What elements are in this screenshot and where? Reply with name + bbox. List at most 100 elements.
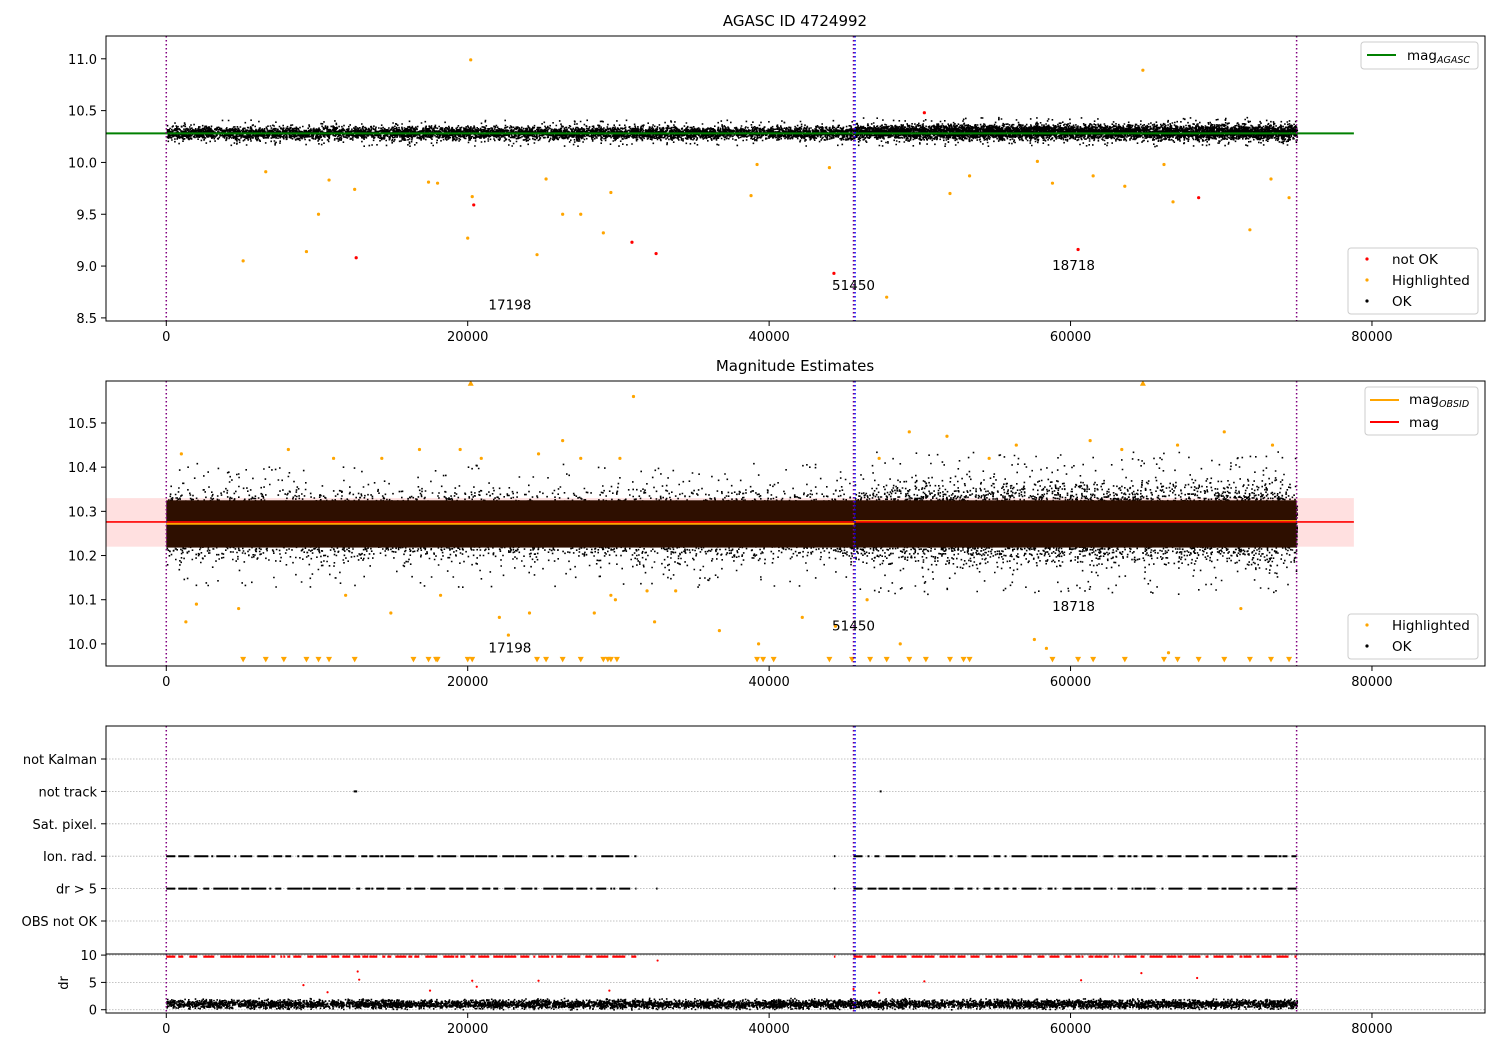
- highlighted-point: [353, 187, 357, 191]
- highlighted-out-of-range-marker: [613, 656, 620, 663]
- highlighted-point: [1050, 181, 1055, 185]
- annotation-17198: 17198: [488, 298, 531, 314]
- highlighted-point: [327, 178, 331, 182]
- dr-outlier-point: [1140, 972, 1143, 975]
- highlighted-out-of-range-marker: [754, 656, 761, 663]
- highlighted-point: [1044, 646, 1049, 650]
- annotation-17198: 17198: [488, 641, 531, 657]
- highlighted-out-of-range-marker: [883, 656, 890, 663]
- flag-label-not-track: not track: [38, 785, 97, 800]
- x-tick-label: 0: [162, 330, 170, 345]
- highlighted-point: [389, 611, 393, 615]
- legend-label-mag-agasc-sub: AGASC: [1436, 55, 1470, 66]
- x-tick-label: 60000: [1050, 330, 1091, 345]
- highlighted-out-of-range-marker: [1121, 656, 1128, 663]
- y-tick-label: 10.2: [68, 550, 97, 565]
- dr-outlier-point: [358, 978, 361, 981]
- panel-agasc-legend-top: magAGASC: [1360, 41, 1479, 70]
- highlighted-point: [1248, 228, 1252, 232]
- highlighted-point: [470, 195, 474, 199]
- highlighted-point: [561, 212, 565, 216]
- highlighted-point: [885, 295, 889, 299]
- highlighted-point: [286, 447, 290, 452]
- not-ok-point: [832, 271, 836, 275]
- dr-outlier-point: [878, 991, 881, 994]
- panel-dr-axes: 0 20000 40000 60000 80000 0 5 10: [80, 949, 1392, 1037]
- panel-dr-plot-area: [106, 954, 1485, 1013]
- dr-capped-marks: [166, 955, 637, 958]
- highlighted-out-of-range-marker: [607, 656, 614, 663]
- panel-flags-plot-area: [106, 726, 1485, 954]
- panel-agasc-frame: [105, 35, 1486, 322]
- dr-5-flag-marks: [833, 887, 836, 890]
- highlighted-point: [579, 212, 583, 216]
- highlighted-out-of-range-marker: [867, 656, 874, 663]
- y-tick-label: 8.5: [76, 312, 97, 327]
- highlighted-point: [241, 259, 245, 263]
- y-tick-label: 10.0: [68, 156, 97, 171]
- legend-marker-ok: [1365, 644, 1369, 648]
- flag-label-obs-not-ok: OBS not OK: [22, 915, 98, 930]
- highlighted-point: [344, 593, 348, 597]
- dr-outlier-point: [852, 987, 855, 991]
- not-track-flag-mark: [879, 790, 882, 793]
- not-ok-point: [1197, 196, 1201, 200]
- highlighted-point: [237, 606, 241, 611]
- legend-box: [1347, 247, 1479, 315]
- highlighted-point: [1120, 447, 1124, 452]
- dr-outlier-point: [537, 979, 540, 982]
- highlighted-out-of-range-marker: [559, 656, 566, 663]
- x-tick-label: 80000: [1351, 330, 1392, 345]
- highlighted-out-of-range-marker: [1286, 656, 1293, 663]
- annotation-18718: 18718: [1052, 599, 1095, 615]
- highlighted-out-of-range-marker: [1221, 656, 1228, 663]
- highlighted-point: [536, 452, 541, 456]
- legend-label-mag-obsid: magOBSID: [1409, 392, 1469, 410]
- panel-magnitude-legend-top: magOBSID mag: [1364, 386, 1479, 436]
- highlighted-point: [544, 177, 548, 181]
- highlighted-out-of-range-marker: [826, 656, 833, 663]
- highlighted-out-of-range-marker: [600, 656, 607, 663]
- dr-outlier-point: [608, 989, 611, 992]
- legend-label-not-ok: not OK: [1392, 252, 1439, 268]
- highlighted-out-of-range-marker: [1267, 656, 1274, 663]
- highlighted-point: [426, 180, 431, 184]
- x-tick-label: 20000: [447, 675, 488, 690]
- legend-label-ok: OK: [1392, 639, 1413, 655]
- highlighted-point: [967, 174, 972, 178]
- legend-label-mag-agasc-main: mag: [1407, 48, 1437, 64]
- legend-label-mag: mag: [1409, 415, 1439, 431]
- highlighted-point: [756, 642, 761, 646]
- dr-capped-marks: [833, 955, 836, 958]
- highlighted-point: [497, 615, 501, 619]
- dr-outlier-point: [1196, 976, 1199, 980]
- dr-outlier-point: [302, 984, 305, 987]
- highlighted-point: [1035, 159, 1039, 163]
- highlighted-point: [184, 620, 188, 624]
- not-track-flag-mark: [355, 790, 358, 793]
- highlighted-out-of-range-marker: [1195, 656, 1202, 663]
- x-tick-label: 60000: [1050, 1022, 1091, 1037]
- ok-points-cloud: [166, 997, 1299, 1011]
- highlighted-out-of-range-marker: [1174, 656, 1181, 663]
- panel-magnitude-frame: [105, 380, 1486, 667]
- annotation-51450: 51450: [832, 619, 875, 635]
- highlighted-out-of-range-marker: [410, 656, 417, 663]
- highlighted-point: [907, 430, 911, 434]
- highlighted-point: [717, 629, 721, 633]
- highlighted-point: [609, 593, 613, 597]
- ion-rad-flag-marks: [853, 855, 1297, 858]
- legend-label-highlighted: Highlighted: [1392, 618, 1470, 634]
- highlighted-point: [1175, 443, 1180, 447]
- highlighted-out-of-range-marker: [946, 656, 953, 663]
- highlighted-point: [618, 456, 622, 460]
- panel-flags: not Kalman not track Sat. pixel. Ion. rad. d…: [22, 726, 1485, 954]
- dr-outlier-point: [475, 985, 478, 988]
- highlighted-point: [800, 615, 804, 619]
- x-tick-label: 0: [162, 675, 170, 690]
- highlighted-out-of-range-marker: [1090, 656, 1097, 663]
- legend-label-mag-obsid-sub: OBSID: [1439, 399, 1469, 410]
- not-ok-point: [472, 203, 476, 207]
- highlighted-out-of-range-marker: [960, 656, 967, 663]
